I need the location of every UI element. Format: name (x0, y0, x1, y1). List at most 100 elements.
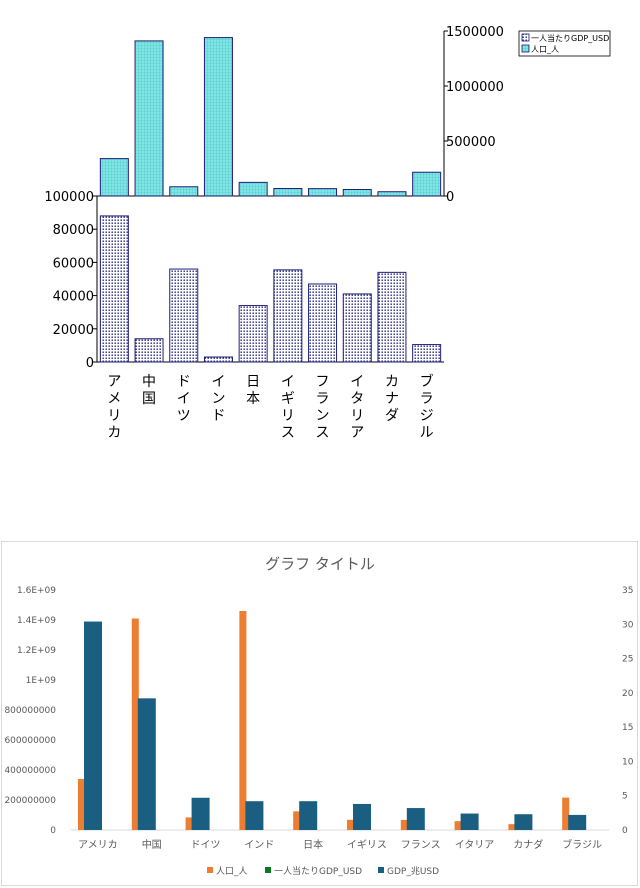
left-tick-label: 1E+09 (26, 676, 57, 686)
population-bar (400, 819, 408, 830)
population-bar (99, 158, 129, 197)
right-tick-label: 20 (622, 689, 634, 699)
population-bar (134, 40, 164, 197)
per-capita-bar (203, 356, 233, 363)
right-tick-label: 500000 (446, 135, 496, 150)
category-label: フランス (401, 839, 441, 851)
right-tick-label: 5 (622, 792, 628, 802)
population-bar (562, 797, 570, 830)
population-bar (273, 188, 303, 197)
left-tick-label: 0 (50, 826, 56, 836)
category-label: 日本 (246, 374, 260, 407)
left-tick-label: 1.4E+09 (17, 616, 56, 626)
bottom-plot: 0 200000000 400000000 600000000 800000000 1E+… (4, 586, 633, 851)
top-chart: 0 500000 1000000 1500000 0 20000 40000 60000 80… (44, 25, 611, 441)
gdp-bar (191, 797, 210, 830)
legend-swatch-population (521, 44, 530, 53)
category-label: アメリカ (78, 839, 118, 851)
category-label: イギリス (281, 374, 295, 441)
right-tick-label: 15 (622, 723, 633, 733)
gdp-bar (84, 621, 102, 830)
left-tick-label: 600000000 (4, 736, 56, 746)
population-bar (78, 779, 85, 830)
bottom-chart-title: グラフ タイトル (265, 555, 375, 573)
left-tick-label: 80000 (53, 223, 94, 238)
legend-label-population: 人口_人 (531, 45, 559, 54)
gdp-bar (514, 814, 533, 830)
left-tick-label: 400000000 (4, 766, 56, 776)
category-label: インド (211, 374, 225, 424)
right-tick-label: 10 (622, 757, 634, 767)
legend-label-population: 人口_人 (216, 866, 248, 877)
legend-swatch-population (207, 867, 213, 873)
legend-label-per-capita: 一人当たりGDP_USD (531, 33, 609, 43)
population-bar (203, 37, 233, 197)
category-label: イタリア (455, 839, 495, 851)
legend-label-gdp: GDP_兆USD (387, 866, 439, 877)
left-tick-label: 40000 (53, 290, 94, 305)
legend-swatch-per-capita (265, 867, 271, 873)
category-label: フランス (316, 374, 330, 441)
gdp-bar (299, 801, 318, 830)
right-tick-label: 1000000 (446, 80, 504, 95)
legend-swatch-per-capita (521, 33, 530, 42)
top-legend: 一人当たりGDP_USD 人口_人 (518, 30, 611, 57)
population-bar (377, 191, 407, 197)
category-label: 日本 (303, 838, 323, 851)
population-bar (308, 188, 338, 197)
population-bar (239, 611, 247, 830)
category-label: ドイツ (177, 374, 191, 424)
category-label: カナダ (513, 838, 543, 851)
population-bar (342, 189, 372, 197)
left-tick-label: 60000 (53, 256, 94, 271)
left-tick-label: 20000 (53, 323, 94, 338)
population-bar (238, 181, 268, 197)
right-tick-label: 0 (622, 826, 628, 836)
category-label: インド (244, 840, 274, 851)
category-label: アメリカ (107, 374, 121, 441)
right-tick-label: 35 (622, 586, 633, 596)
upper-panel: 0 500000 1000000 1500000 (97, 25, 504, 205)
right-tick-label: 1500000 (446, 25, 504, 40)
category-label: 中国 (142, 374, 156, 407)
population-bar (169, 186, 199, 197)
gdp-bar (568, 814, 587, 830)
right-tick-label: 30 (622, 620, 634, 630)
left-tick-label: 200000000 (4, 796, 56, 806)
per-capita-bar (99, 215, 129, 363)
left-tick-label: 100000 (44, 190, 94, 205)
per-capita-bar (238, 305, 268, 363)
gdp-bar (406, 808, 425, 830)
left-tick-label: 800000000 (4, 706, 56, 716)
category-label: イタリア (350, 374, 364, 441)
right-tick-label: 25 (622, 655, 633, 665)
per-capita-bar (342, 293, 372, 363)
category-label: 中国 (142, 838, 162, 851)
population-bar (508, 824, 516, 830)
lower-panel: 0 20000 40000 60000 80000 100000 アメリカ 中国 ドイツ インド 日… (44, 190, 444, 441)
right-tick-label: 0 (446, 190, 454, 205)
legend-label-per-capita: 一人当たりGDP_USD (274, 865, 362, 877)
population-bar (293, 811, 301, 830)
per-capita-bar (377, 271, 407, 363)
bottom-chart-frame (1, 541, 638, 886)
per-capita-bar (412, 344, 442, 363)
legend-swatch-gdp (378, 867, 384, 873)
left-tick-label: 0 (86, 356, 94, 371)
bottom-chart: グラフ タイトル 0 200000000 400000000 600000000 800… (4, 555, 633, 877)
gdp-bar (353, 803, 371, 830)
left-tick-label: 1.6E+09 (17, 586, 56, 596)
category-label: イギリス (347, 839, 387, 851)
per-capita-bar (169, 268, 199, 363)
population-bar (131, 618, 139, 830)
category-label: ブラジル (562, 838, 602, 851)
per-capita-bar (308, 283, 338, 363)
bottom-legend: 人口_人 一人当たりGDP_USD GDP_兆USD (207, 865, 439, 877)
gdp-bar (460, 813, 479, 830)
population-bar (347, 819, 354, 830)
per-capita-bar (273, 269, 303, 363)
category-label: カナダ (385, 374, 399, 424)
population-bar (185, 817, 193, 830)
gdp-bar (245, 801, 264, 830)
population-bar (454, 821, 462, 830)
